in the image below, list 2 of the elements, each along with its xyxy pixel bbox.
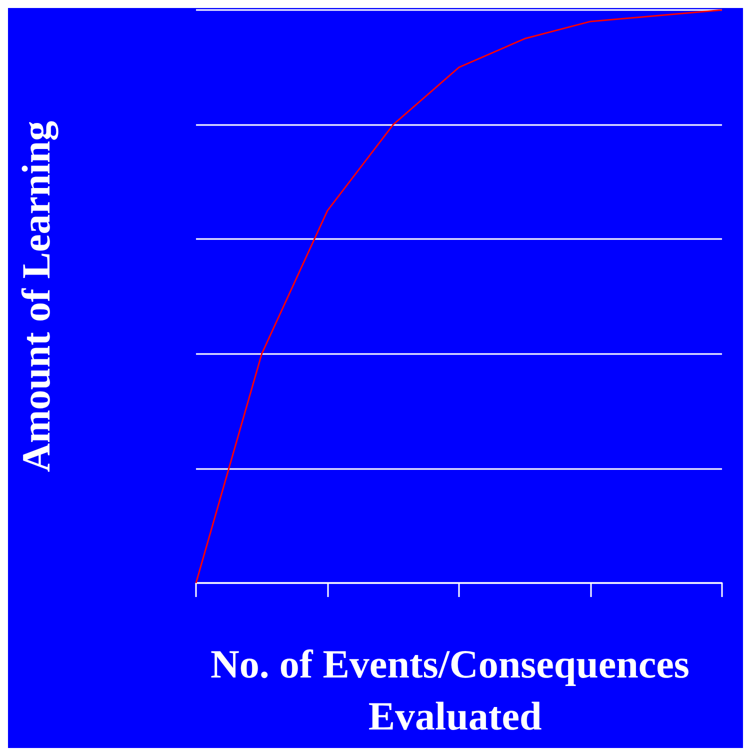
x-axis-title: No. of Events/Consequences Evaluated: [210, 642, 700, 738]
y-axis-title: Amount of Learning: [14, 120, 58, 472]
